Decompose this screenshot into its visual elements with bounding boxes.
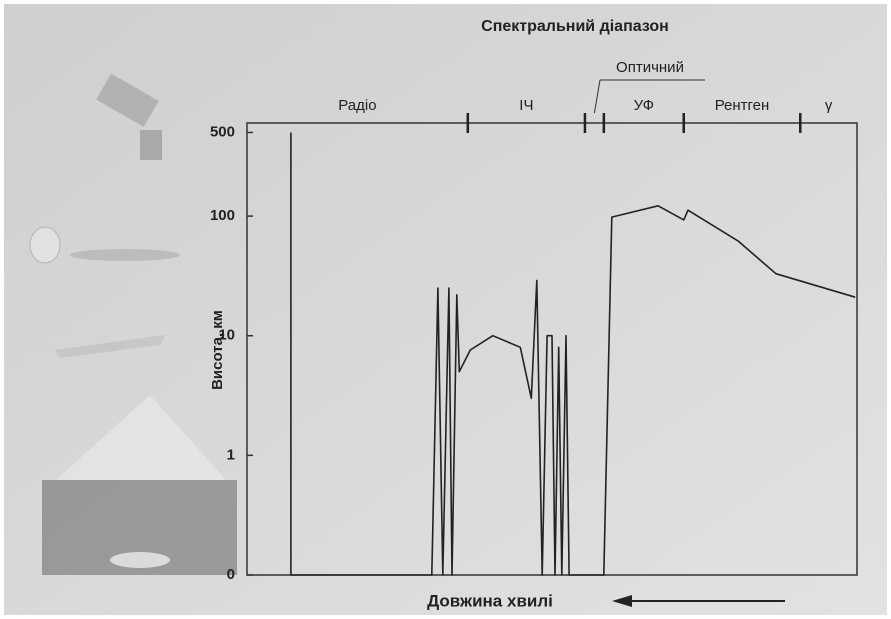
illustrations [29, 73, 237, 575]
y-tick-label: 0 [227, 566, 235, 583]
region-label: γ [825, 97, 833, 114]
x-axis-label: Довжина хвилі [427, 591, 553, 610]
region-label: ІЧ [519, 97, 533, 114]
leader-line [593, 79, 601, 114]
region-label: УФ [634, 97, 654, 114]
region-label: Радіо [338, 97, 376, 114]
region-label: Рентген [715, 97, 770, 114]
altitude-line [290, 132, 856, 576]
y-tick-label: 500 [210, 123, 235, 140]
y-tick-label: 10 [218, 327, 235, 344]
region-label: Оптичний [616, 59, 684, 76]
plot-frame [246, 122, 858, 576]
chart-title: Спектральний діапазон [481, 18, 669, 35]
y-tick-label: 1 [227, 446, 235, 463]
y-tick-label: 100 [210, 207, 235, 224]
arrow [612, 595, 785, 607]
y-axis-label: Висота, км [209, 310, 226, 390]
